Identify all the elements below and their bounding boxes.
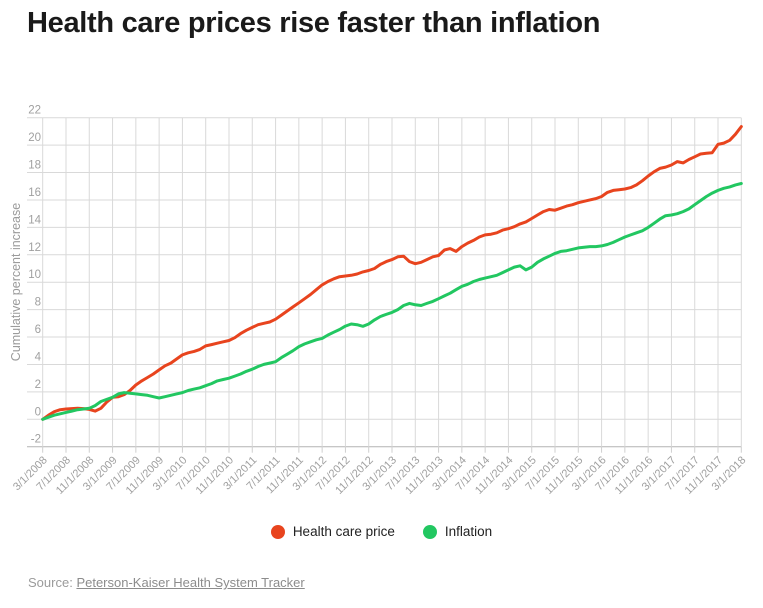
inflation-line bbox=[41, 182, 743, 421]
y-tick-label: 14 bbox=[28, 214, 41, 226]
y-tick-label: 16 bbox=[28, 187, 41, 199]
legend: Health care price Inflation bbox=[0, 524, 763, 539]
y-tick-label: 10 bbox=[28, 269, 41, 281]
source-link[interactable]: Peterson-Kaiser Health System Tracker bbox=[76, 575, 305, 590]
health-care-price-line bbox=[41, 125, 743, 421]
chart-canvas: -202468101214161820223/1/20087/1/200811/… bbox=[11, 105, 748, 497]
legend-item-health-care-price: Health care price bbox=[270, 524, 395, 539]
y-tick-label: 12 bbox=[28, 242, 41, 254]
legend-item-inflation: Inflation bbox=[422, 524, 493, 539]
source-line: Source: Peterson-Kaiser Health System Tr… bbox=[28, 575, 305, 590]
y-tick-label: 20 bbox=[28, 132, 41, 144]
y-tick-label: -2 bbox=[31, 434, 41, 446]
y-tick-label: 2 bbox=[35, 379, 41, 391]
legend-label-health-care-price: Health care price bbox=[292, 524, 395, 539]
y-tick-label: 22 bbox=[28, 105, 41, 117]
source-label: Source: bbox=[28, 575, 73, 590]
legend-dot-inflation bbox=[422, 524, 437, 539]
y-tick-label: 18 bbox=[28, 160, 41, 172]
page-title: Health care prices rise faster than infl… bbox=[27, 7, 601, 39]
legend-label-inflation: Inflation bbox=[444, 524, 493, 539]
y-tick-label: 6 bbox=[35, 324, 41, 336]
y-tick-label: 0 bbox=[35, 406, 41, 418]
legend-dot-health-care-price bbox=[270, 524, 285, 539]
y-tick-label: 4 bbox=[35, 351, 42, 363]
y-tick-label: 8 bbox=[35, 297, 41, 309]
